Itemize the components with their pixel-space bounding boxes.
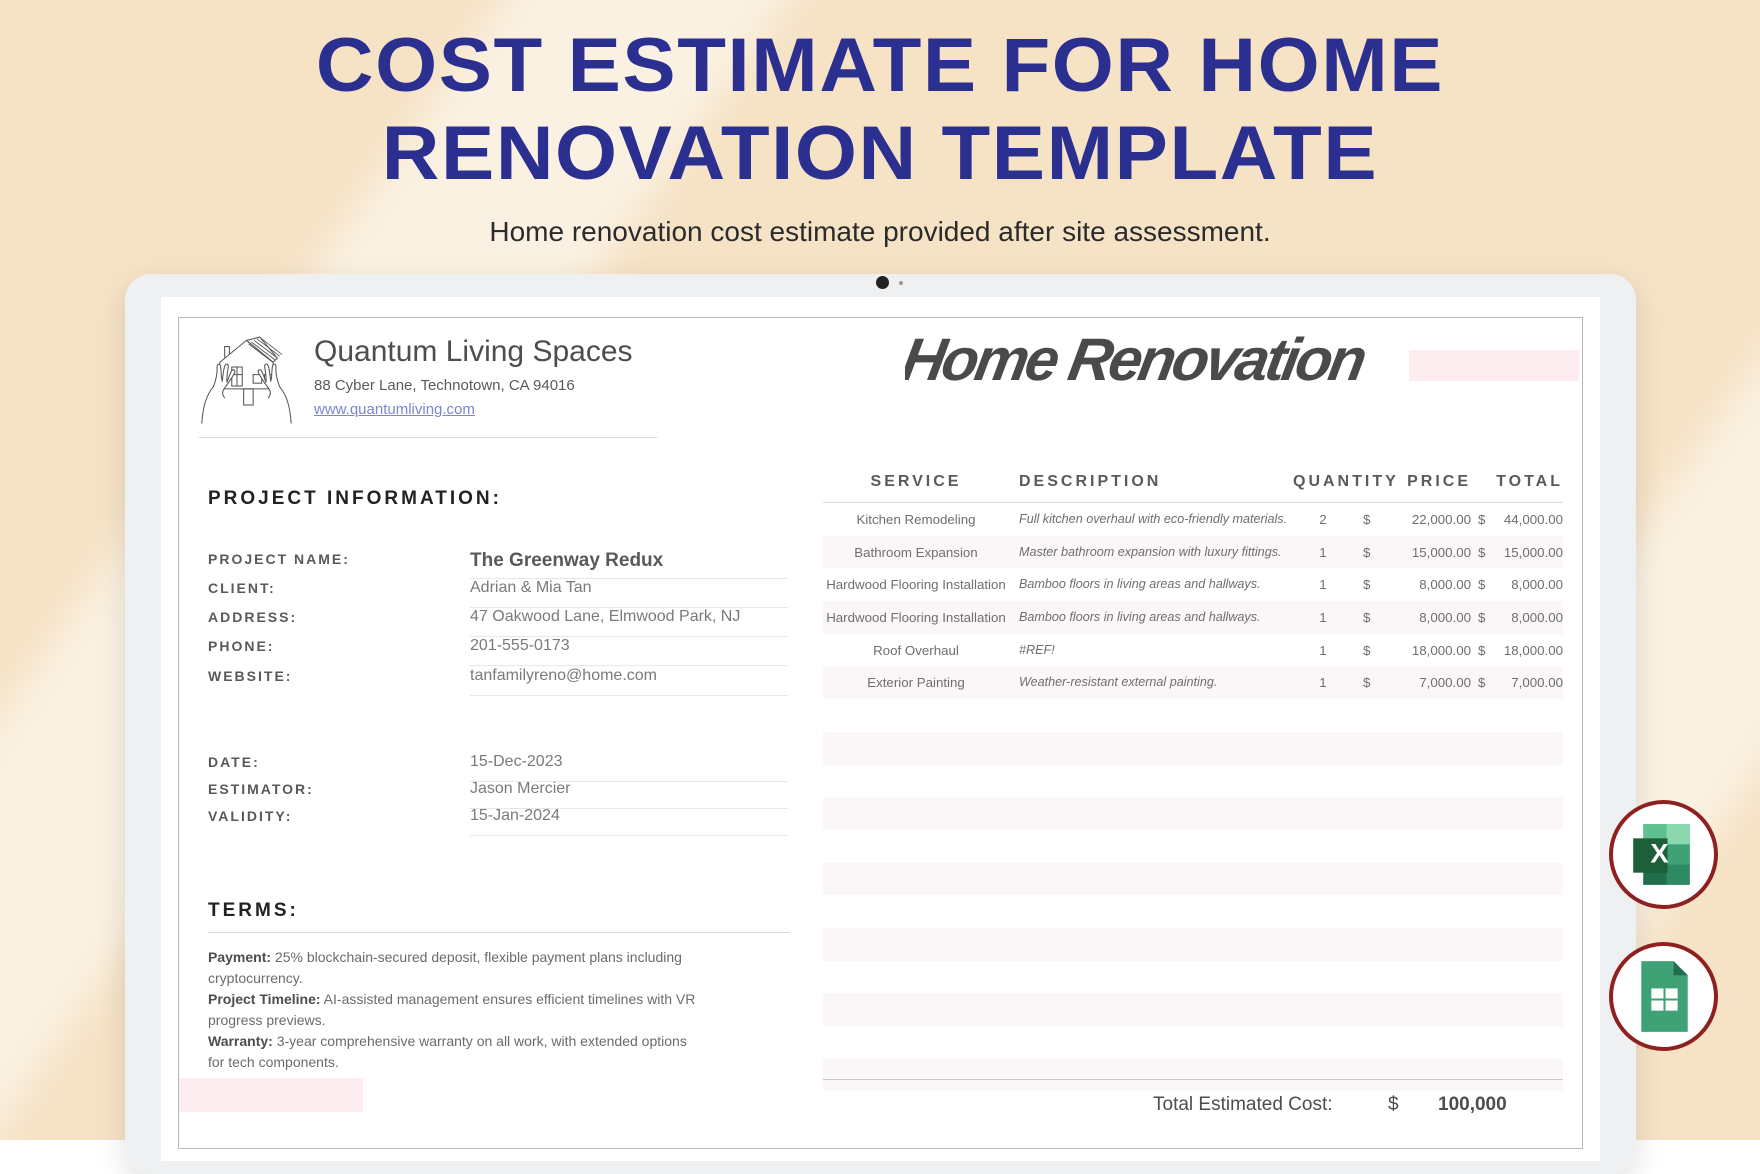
svg-text:Home Renovation: Home Renovation (905, 325, 1370, 392)
svg-text:X: X (1650, 838, 1668, 869)
